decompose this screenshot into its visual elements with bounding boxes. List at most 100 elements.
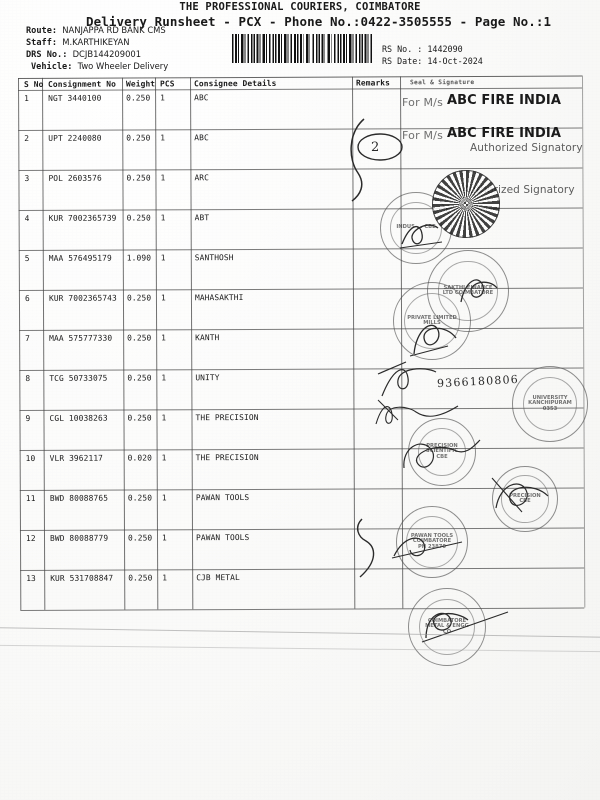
table-row-divider xyxy=(19,527,584,531)
column-header-weight: Weight xyxy=(126,79,156,89)
table-row-divider xyxy=(19,367,584,371)
drs-value: DCJB144209001 xyxy=(72,49,142,59)
table-row-divider xyxy=(19,487,584,491)
rs-no-field: RS No. : 1442090 xyxy=(382,44,463,54)
cell-sno: 10 xyxy=(25,453,36,463)
cell-weight: 0.250 xyxy=(126,293,152,303)
cell-weight: 0.250 xyxy=(128,573,153,583)
cell-sno: 3 xyxy=(24,173,30,183)
cell-consignment: MAA 575777330 xyxy=(49,333,113,343)
cell-sno: 13 xyxy=(26,573,36,583)
table-row-divider xyxy=(18,127,583,131)
consignment-barcode-icon xyxy=(232,34,372,63)
cell-weight: 0.250 xyxy=(126,133,151,143)
cell-pcs: 1 xyxy=(160,253,166,263)
column-header-s-no: S No xyxy=(24,79,44,89)
cell-pcs: 1 xyxy=(161,453,167,463)
cell-sno: 12 xyxy=(25,533,36,543)
column-header-remarks: Remarks xyxy=(356,78,391,88)
cell-pcs: 1 xyxy=(161,373,167,383)
staff-label: Staff: xyxy=(26,38,58,48)
cell-weight: 0.250 xyxy=(127,373,152,383)
cell-consignee: SANTHOSH xyxy=(194,253,234,263)
vehicle-label: Vehicle: xyxy=(31,62,73,72)
cell-consignment: POL 2603576 xyxy=(48,173,102,183)
cell-weight: 0.250 xyxy=(127,493,153,503)
vehicle-field: Vehicle: Two Wheeler Delivery xyxy=(31,61,168,72)
cell-sno: 1 xyxy=(24,93,29,103)
cell-pcs: 1 xyxy=(160,93,165,103)
cell-consignee: PAWAN TOOLS xyxy=(195,492,250,503)
cell-consignment: CGL 10038263 xyxy=(49,413,108,423)
cell-sno: 5 xyxy=(24,253,30,263)
cell-weight: 0.250 xyxy=(126,93,151,103)
cell-weight: 0.250 xyxy=(127,533,153,543)
cell-consignment: UPT 2240080 xyxy=(48,133,102,143)
cell-sno: 9 xyxy=(25,413,31,423)
cell-consignment: BWD 80088765 xyxy=(49,493,109,503)
route-label: Route: xyxy=(26,26,58,36)
staff-field: Staff: M.KARTHIKEYAN xyxy=(26,37,130,48)
cell-consignment: TCG 50733075 xyxy=(49,373,108,383)
cell-consignee: ABT xyxy=(194,213,210,223)
cell-sno: 2 xyxy=(24,133,30,143)
cell-weight: 1.090 xyxy=(126,253,152,263)
cell-sno: 11 xyxy=(25,493,36,503)
cell-consignment: KUR 7002365743 xyxy=(48,293,117,303)
cell-consignee: MAHASAKTHI xyxy=(194,293,244,303)
cell-pcs: 1 xyxy=(161,493,167,503)
cell-consignment: VLR 3962117 xyxy=(49,453,104,463)
cell-pcs: 1 xyxy=(160,133,166,143)
cell-pcs: 1 xyxy=(161,333,167,343)
column-header-consignment-no: Consignment No xyxy=(48,79,116,89)
cell-pcs: 1 xyxy=(161,533,167,543)
cell-weight: 0.250 xyxy=(127,333,152,343)
table-row-divider xyxy=(18,167,583,171)
page-title: Delivery Runsheet - PCX - Phone No.:0422… xyxy=(86,14,552,29)
table-row-divider xyxy=(18,247,583,251)
cell-consignment: KUR 7002365739 xyxy=(48,213,117,223)
cell-consignment: KUR 531708847 xyxy=(50,573,114,583)
vehicle-value: Two Wheeler Delivery xyxy=(77,61,169,71)
runsheet-header: THE PROFESSIONAL COURIERS, COIMBATORE De… xyxy=(0,0,600,80)
table-row-divider xyxy=(19,447,584,451)
cell-pcs: 1 xyxy=(160,293,166,303)
cell-consignee: CJB METAL xyxy=(196,573,240,583)
rs-no-value: 1442090 xyxy=(427,44,463,54)
cell-consignment: MAA 576495179 xyxy=(48,253,112,263)
rs-no-label: RS No. : xyxy=(382,44,423,54)
cell-weight: 0.250 xyxy=(126,213,151,223)
cell-weight: 0.250 xyxy=(126,173,151,183)
rs-date-field: RS Date: 14-Oct-2024 xyxy=(382,56,483,66)
cell-consignee: THE PRECISION xyxy=(195,452,259,463)
cell-consignee: KANTH xyxy=(195,333,220,343)
staff-value: M.KARTHIKEYAN xyxy=(62,37,130,47)
cell-weight: 0.250 xyxy=(127,413,152,423)
cell-pcs: 1 xyxy=(162,573,168,583)
column-header-consignee-details: Consignee Details xyxy=(194,78,277,89)
table-row-divider xyxy=(19,327,584,331)
cell-pcs: 1 xyxy=(161,413,167,423)
cell-weight: 0.020 xyxy=(127,453,152,463)
route-field: Route: NANJAPPA RD BANK CMS xyxy=(26,25,166,36)
rs-date-label: RS Date: xyxy=(382,56,423,66)
cell-consignee: ABC xyxy=(194,133,209,143)
cell-consignment: BWD 80088779 xyxy=(49,533,109,543)
route-value: NANJAPPA RD BANK CMS xyxy=(62,25,166,35)
runsheet-table: S No Consignment No Weight PCS Consignee Det… xyxy=(18,75,586,611)
cell-consignee: ARC xyxy=(194,173,210,183)
cell-consignee: UNITY xyxy=(195,373,220,383)
table-row-divider xyxy=(18,207,583,211)
cell-sno: 8 xyxy=(25,373,31,383)
cell-sno: 4 xyxy=(24,213,30,223)
table-row-divider xyxy=(18,287,583,291)
column-header-pcs: PCS xyxy=(160,79,175,89)
table-row-divider xyxy=(20,567,585,571)
cell-sno: 6 xyxy=(24,293,30,303)
column-header-seal-signature: Seal & Signature xyxy=(410,79,475,87)
rs-date-value: 14-Oct-2024 xyxy=(427,56,483,66)
cell-consignee: ABC xyxy=(194,93,209,103)
cell-consignee: THE PRECISION xyxy=(195,412,259,423)
cell-pcs: 1 xyxy=(160,213,166,223)
